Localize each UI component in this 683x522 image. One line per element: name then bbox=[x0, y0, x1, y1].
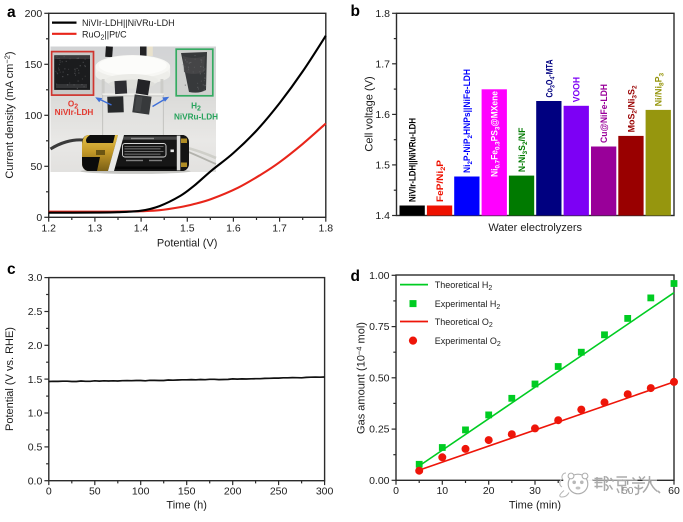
svg-text:FeP/Ni2​P: FeP/Ni2​P bbox=[435, 160, 447, 202]
svg-text:Co3​O4​-MTA: Co3​O4​-MTA bbox=[544, 59, 556, 97]
svg-text:300: 300 bbox=[316, 486, 334, 498]
svg-text:NiVIr-LDH||NiVRu-LDH: NiVIr-LDH||NiVRu-LDH bbox=[408, 118, 418, 202]
svg-text:Current density (mA cm−2): Current density (mA cm−2) bbox=[3, 51, 16, 178]
svg-text:1.00: 1.00 bbox=[369, 270, 390, 282]
svg-text:1.5: 1.5 bbox=[375, 160, 390, 172]
svg-text:30: 30 bbox=[529, 485, 541, 497]
svg-text:Water electrolyzers: Water electrolyzers bbox=[488, 222, 582, 234]
svg-text:100: 100 bbox=[132, 486, 150, 498]
svg-text:1.3: 1.3 bbox=[88, 223, 103, 235]
svg-text:Ni/Ni8​P3​: Ni/Ni8​P3​ bbox=[654, 72, 666, 106]
svg-text:1.5: 1.5 bbox=[28, 374, 43, 386]
svg-text:2.0: 2.0 bbox=[28, 340, 43, 352]
svg-text:250: 250 bbox=[270, 486, 288, 498]
svg-text:Experimental H2: Experimental H2 bbox=[435, 299, 501, 311]
svg-text:Cell voltage (V): Cell voltage (V) bbox=[364, 76, 376, 151]
svg-text:Theoretical H2: Theoretical H2 bbox=[435, 280, 493, 292]
svg-text:MoS2​/Ni3​S2​: MoS2​/Ni3​S2​ bbox=[626, 85, 638, 132]
svg-text:0.0: 0.0 bbox=[28, 475, 43, 487]
svg-text:2.5: 2.5 bbox=[28, 306, 43, 318]
svg-text:200: 200 bbox=[25, 8, 43, 20]
svg-text:0.00: 0.00 bbox=[369, 475, 390, 487]
svg-text:O2: O2 bbox=[68, 99, 78, 110]
svg-text:1.2: 1.2 bbox=[41, 223, 56, 235]
svg-text:Potential (V): Potential (V) bbox=[157, 238, 218, 250]
svg-text:50: 50 bbox=[31, 161, 43, 173]
svg-text:1.6: 1.6 bbox=[226, 223, 241, 235]
svg-text:1.4: 1.4 bbox=[134, 223, 149, 235]
svg-text:1.7: 1.7 bbox=[375, 58, 390, 70]
svg-text:1.0: 1.0 bbox=[28, 408, 43, 420]
svg-text:Cu@NiFe-LDH: Cu@NiFe-LDH bbox=[599, 84, 609, 143]
svg-text:b: b bbox=[351, 3, 360, 20]
svg-text:0.50: 0.50 bbox=[369, 372, 390, 384]
svg-text:0.25: 0.25 bbox=[369, 424, 390, 436]
svg-text:0: 0 bbox=[36, 212, 42, 224]
svg-text:0.75: 0.75 bbox=[369, 321, 390, 333]
svg-text:Ni0.7​Fe0.3​PS3​@MXene: Ni0.7​Fe0.3​PS3​@MXene bbox=[490, 91, 502, 177]
svg-text:d: d bbox=[351, 268, 360, 285]
svg-text:1.5: 1.5 bbox=[180, 223, 195, 235]
svg-text:10: 10 bbox=[436, 485, 448, 497]
svg-text:Potential (V vs. RHE): Potential (V vs. RHE) bbox=[4, 327, 16, 431]
svg-text:Theoretical O2: Theoretical O2 bbox=[435, 317, 493, 329]
svg-text:1.8: 1.8 bbox=[318, 223, 333, 235]
svg-text:0: 0 bbox=[46, 486, 52, 498]
svg-text:100: 100 bbox=[25, 110, 43, 122]
svg-text:150: 150 bbox=[178, 486, 196, 498]
svg-text:NiVIr-LDH||NiVRu-LDH: NiVIr-LDH||NiVRu-LDH bbox=[82, 18, 175, 28]
svg-text:Ni2​P-NiP2​HNPs||NiFe-LDH: Ni2​P-NiP2​HNPs||NiFe-LDH bbox=[462, 69, 474, 173]
svg-text:0.5: 0.5 bbox=[28, 442, 43, 454]
svg-text:RuO2||Pt/C: RuO2||Pt/C bbox=[82, 29, 127, 41]
svg-text:60: 60 bbox=[668, 485, 680, 497]
svg-text:H2: H2 bbox=[191, 101, 201, 112]
svg-text:1.7: 1.7 bbox=[272, 223, 287, 235]
svg-text:200: 200 bbox=[224, 486, 242, 498]
svg-text:a: a bbox=[7, 4, 16, 21]
svg-text:3.0: 3.0 bbox=[28, 272, 43, 284]
svg-text:N-Ni3​S2​/NF: N-Ni3​S2​/NF bbox=[517, 127, 529, 172]
svg-text:20: 20 bbox=[483, 485, 495, 497]
svg-text:Gas amount (10−4 mol): Gas amount (10−4 mol) bbox=[354, 322, 367, 434]
svg-text:Time (h): Time (h) bbox=[166, 500, 207, 512]
svg-text:50: 50 bbox=[89, 486, 101, 498]
svg-text:Experimental O2: Experimental O2 bbox=[435, 336, 501, 348]
svg-text:c: c bbox=[7, 261, 16, 278]
svg-text:NiVRu-LDH: NiVRu-LDH bbox=[174, 113, 218, 122]
svg-text:Time (min): Time (min) bbox=[509, 500, 561, 512]
svg-text:150: 150 bbox=[25, 59, 43, 71]
svg-text:1.4: 1.4 bbox=[375, 210, 390, 222]
svg-text:NiVIr-LDH: NiVIr-LDH bbox=[55, 108, 94, 117]
svg-text:VOOH: VOOH bbox=[572, 77, 582, 102]
svg-text:1.6: 1.6 bbox=[375, 109, 390, 121]
svg-text:0: 0 bbox=[393, 485, 399, 497]
svg-text:1.8: 1.8 bbox=[375, 8, 390, 20]
